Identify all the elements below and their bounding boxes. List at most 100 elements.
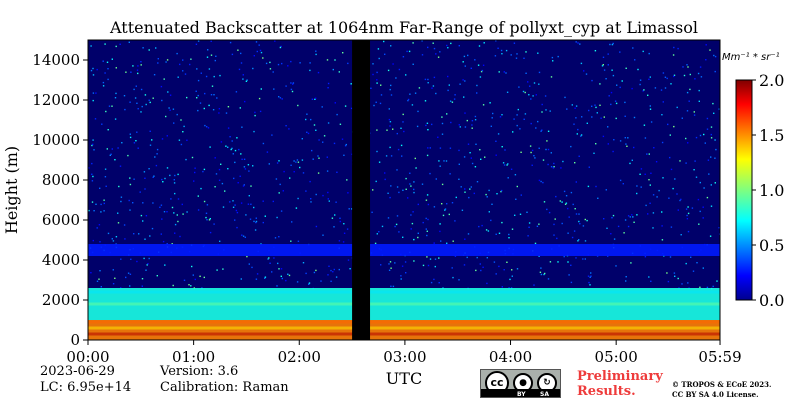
- noise-speckle: [389, 88, 391, 91]
- noise-speckle: [714, 157, 716, 159]
- noise-speckle: [206, 219, 208, 221]
- noise-speckle: [450, 121, 452, 124]
- noise-speckle: [498, 71, 500, 73]
- noise-speckle: [129, 101, 131, 103]
- noise-speckle: [662, 101, 664, 103]
- noise-speckle: [486, 282, 488, 285]
- noise-speckle: [372, 63, 374, 65]
- noise-speckle: [529, 145, 532, 147]
- noise-speckle: [538, 255, 540, 257]
- noise-speckle: [390, 45, 392, 47]
- noise-speckle: [452, 276, 454, 279]
- noise-speckle: [297, 161, 300, 163]
- noise-speckle: [197, 79, 200, 82]
- noise-speckle: [432, 42, 434, 44]
- noise-speckle: [531, 164, 533, 166]
- noise-speckle: [100, 211, 102, 213]
- noise-speckle: [95, 203, 97, 205]
- noise-speckle: [427, 82, 429, 84]
- noise-speckle: [240, 202, 243, 204]
- noise-speckle: [172, 284, 174, 287]
- noise-speckle: [672, 54, 675, 56]
- noise-speckle: [344, 145, 347, 147]
- noise-speckle: [474, 115, 477, 118]
- noise-speckle: [437, 56, 440, 58]
- heatmap-plot-area: [88, 40, 720, 340]
- noise-speckle: [255, 217, 257, 219]
- noise-speckle: [107, 68, 109, 70]
- noise-speckle: [136, 131, 138, 133]
- noise-speckle: [124, 108, 126, 111]
- noise-speckle: [506, 91, 509, 93]
- noise-speckle: [707, 159, 710, 161]
- noise-speckle: [165, 61, 167, 63]
- noise-speckle: [688, 100, 690, 102]
- noise-speckle: [676, 193, 678, 195]
- noise-speckle: [578, 220, 580, 223]
- noise-speckle: [441, 183, 444, 186]
- noise-speckle: [477, 64, 480, 66]
- noise-speckle: [649, 76, 651, 78]
- noise-speckle: [216, 97, 218, 99]
- noise-speckle: [202, 170, 204, 173]
- noise-speckle: [317, 155, 319, 157]
- noise-speckle: [100, 203, 102, 206]
- noise-speckle: [288, 128, 290, 130]
- noise-speckle: [444, 209, 446, 211]
- noise-speckle: [567, 207, 569, 210]
- noise-speckle: [543, 273, 545, 276]
- noise-speckle: [93, 149, 95, 151]
- noise-speckle: [132, 65, 134, 67]
- noise-speckle: [510, 168, 513, 170]
- noise-speckle: [90, 272, 92, 274]
- noise-speckle: [342, 52, 344, 54]
- noise-speckle: [174, 232, 176, 234]
- noise-speckle: [458, 45, 460, 47]
- noise-speckle: [463, 264, 466, 266]
- noise-speckle: [636, 185, 638, 187]
- noise-speckle: [482, 64, 485, 66]
- noise-speckle: [273, 257, 275, 259]
- noise-speckle: [486, 196, 488, 198]
- noise-speckle: [215, 55, 217, 57]
- noise-speckle: [407, 99, 409, 102]
- noise-speckle: [500, 49, 503, 52]
- noise-speckle: [606, 227, 608, 229]
- noise-speckle: [269, 68, 272, 70]
- noise-speckle: [479, 76, 482, 78]
- noise-speckle: [173, 122, 175, 124]
- noise-speckle: [212, 109, 215, 111]
- noise-speckle: [145, 215, 148, 217]
- noise-speckle: [545, 148, 547, 151]
- noise-speckle: [709, 49, 711, 51]
- noise-speckle: [530, 98, 532, 100]
- noise-speckle: [172, 108, 175, 110]
- noise-speckle: [603, 69, 606, 71]
- noise-speckle: [570, 145, 572, 148]
- noise-speckle: [642, 50, 644, 53]
- noise-speckle: [143, 171, 146, 173]
- noise-speckle: [297, 240, 300, 242]
- noise-speckle: [713, 54, 715, 57]
- noise-speckle: [710, 126, 713, 128]
- noise-speckle: [376, 71, 378, 74]
- noise-speckle: [478, 45, 481, 47]
- noise-speckle: [240, 62, 243, 64]
- noise-speckle: [232, 200, 234, 202]
- noise-speckle: [540, 180, 542, 183]
- noise-speckle: [619, 140, 622, 142]
- noise-speckle: [281, 62, 283, 65]
- noise-speckle: [105, 110, 107, 113]
- noise-speckle: [676, 106, 678, 109]
- noise-speckle: [593, 152, 595, 154]
- noise-speckle: [626, 145, 628, 147]
- noise-speckle: [119, 165, 122, 167]
- noise-speckle: [343, 154, 345, 156]
- noise-speckle: [698, 100, 700, 102]
- noise-speckle: [695, 136, 698, 139]
- noise-speckle: [276, 216, 278, 219]
- noise-speckle: [309, 180, 311, 183]
- noise-speckle: [409, 93, 411, 95]
- noise-speckle: [553, 166, 555, 168]
- noise-speckle: [262, 142, 265, 145]
